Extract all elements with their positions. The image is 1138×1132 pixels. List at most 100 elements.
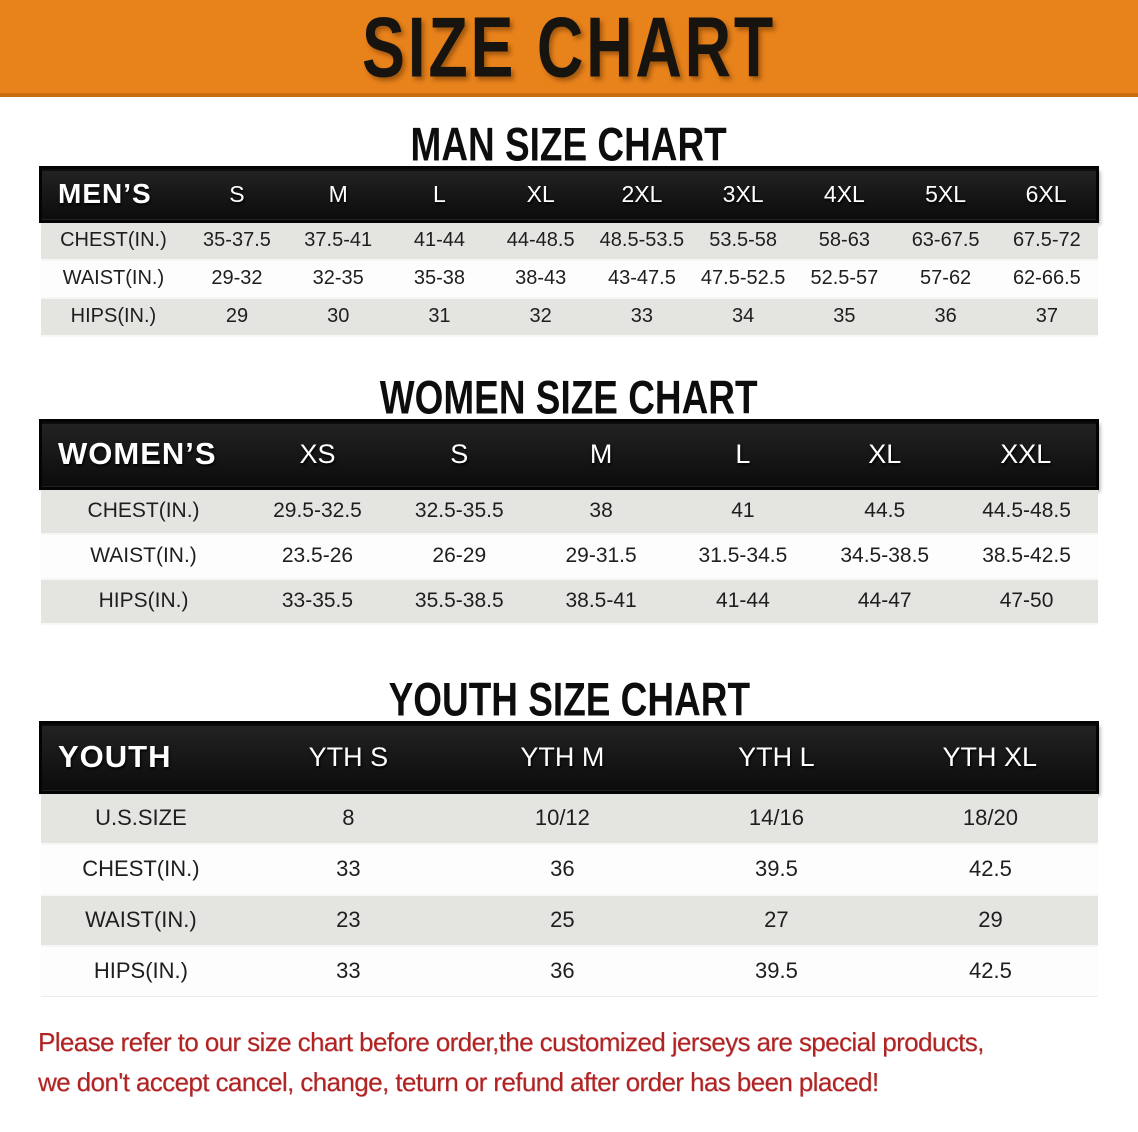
measurement-value: 37: [1035, 305, 1058, 327]
youth-section-heading: YOUTH SIZE CHART: [388, 673, 750, 726]
measurement-value: 42.5: [969, 856, 1012, 881]
table-group-label: WOMEN’S: [58, 436, 217, 471]
measurement-value: 8: [342, 805, 355, 830]
measurement-row: HIPS(IN.) 33 36 39.5 42.5: [40, 946, 1098, 997]
size-column-header: 3XL: [722, 180, 764, 207]
measurement-label: HIPS(IN.): [70, 305, 157, 327]
measurement-value: 47-50: [999, 589, 1054, 612]
measurement-value: 29: [225, 305, 249, 327]
measurement-value: 35-38: [413, 267, 466, 289]
measurement-value: 36: [550, 958, 575, 983]
measurement-label: CHEST(IN.): [82, 856, 200, 881]
measurement-label: HIPS(IN.): [98, 589, 189, 612]
measurement-value: 43-47.5: [607, 267, 676, 289]
size-column-header: XXL: [1000, 438, 1052, 469]
measurement-row: U.S.SIZE 8 10/12 14/16 18/20: [40, 792, 1098, 844]
table-group-label: MEN’S: [58, 178, 152, 209]
measurement-value: 37.5-41: [304, 229, 373, 251]
measurement-value: 10/12: [534, 805, 590, 830]
measurement-value: 31: [428, 305, 451, 327]
size-header-row: WOMEN’S XS S M L XL XXL: [40, 420, 1098, 489]
measurement-value: 29-31.5: [565, 544, 637, 567]
measurement-value: 23: [336, 907, 361, 932]
page-title: SIZE CHART: [362, 0, 776, 95]
measurement-row: HIPS(IN.) 33-35.5 35.5-38.5 38.5-41 41-44 44-…: [40, 579, 1098, 624]
measurement-label: WAIST(IN.): [62, 267, 165, 289]
measurement-value: 26-29: [432, 544, 487, 567]
measurement-value: 33: [336, 958, 361, 983]
measurement-row: CHEST(IN.) 33 36 39.5 42.5: [40, 844, 1098, 895]
measurement-value: 27: [764, 907, 789, 932]
size-column-header: XL: [868, 438, 902, 469]
measurement-value: 38.5-41: [565, 589, 637, 612]
order-disclaimer: Please refer to our size chart before or…: [0, 1022, 1138, 1103]
measurement-row: WAIST(IN.) 29-32 32-35 35-38 38-43 43-47.5 47.…: [40, 260, 1098, 298]
measurement-value: 67.5-72: [1012, 229, 1081, 251]
size-header-row: MEN’S S M L XL 2XL 3XL 4XL 5XL 6XL: [40, 167, 1098, 222]
women-section-heading: WOMEN SIZE CHART: [380, 371, 758, 424]
measurement-value: 41: [731, 499, 755, 522]
measurement-value: 35: [833, 305, 856, 327]
measurement-value: 23.5-26: [281, 544, 354, 567]
measurement-value: 34: [732, 305, 755, 327]
measurement-label: CHEST(IN.): [87, 499, 200, 522]
measurement-value: 39.5: [754, 856, 798, 881]
youth-size-table: YOUTH YTH S YTH M YTH L YTH XL U.S.SIZE 8 10/12…: [39, 721, 1099, 997]
measurement-value: 58-63: [818, 229, 870, 251]
measurement-label: WAIST(IN.): [85, 907, 197, 932]
disclaimer-line-2: we don't accept cancel, change, teturn o…: [38, 1067, 879, 1098]
measurement-value: 35.5-38.5: [414, 589, 504, 612]
size-column-header: L: [433, 180, 446, 207]
size-column-header: YTH L: [738, 741, 815, 772]
measurement-value: 44-48.5: [506, 229, 575, 251]
measurement-value: 30: [327, 305, 350, 327]
measurement-value: 33-35.5: [281, 589, 354, 612]
measurement-value: 44.5: [864, 499, 906, 522]
measurement-value: 33: [630, 305, 654, 327]
men-size-section: MAN SIZE CHART MEN’S S M L XL 2XL 3XL 4XL 5XL 6XL…: [0, 121, 1138, 337]
measurement-value: 53.5-58: [709, 229, 778, 251]
size-column-header: L: [735, 438, 751, 469]
men-size-table: MEN’S S M L XL 2XL 3XL 4XL 5XL 6XL CHEST(IN.) 35-37…: [39, 166, 1099, 337]
measurement-value: 48.5-53.5: [599, 229, 685, 251]
measurement-value: 52.5-57: [810, 267, 879, 289]
measurement-value: 32-35: [312, 267, 364, 289]
measurement-value: 41-44: [413, 229, 466, 251]
measurement-value: 38: [589, 499, 613, 522]
measurement-value: 29-32: [211, 267, 263, 289]
measurement-value: 32: [529, 305, 552, 327]
measurement-value: 47.5-52.5: [700, 267, 786, 289]
measurement-value: 14/16: [748, 805, 804, 830]
measurement-value: 62-66.5: [1012, 267, 1081, 289]
measurement-value: 33: [336, 856, 361, 881]
measurement-value: 29.5-32.5: [273, 499, 362, 522]
measurement-label: U.S.SIZE: [95, 805, 187, 830]
measurement-value: 39.5: [754, 958, 798, 983]
size-column-header: 5XL: [925, 180, 967, 207]
size-column-header: M: [589, 438, 613, 469]
size-column-header: YTH XL: [942, 741, 1037, 772]
measurement-value: 32.5-35.5: [414, 499, 504, 522]
measurement-value: 63-67.5: [911, 229, 980, 251]
size-column-header: XL: [526, 180, 555, 207]
measurement-value: 41-44: [716, 589, 770, 612]
measurement-value: 36: [934, 305, 957, 327]
measurement-row: CHEST(IN.) 29.5-32.5 32.5-35.5 38 41 44.5 44.5…: [40, 488, 1098, 534]
measurement-label: HIPS(IN.): [93, 958, 188, 983]
measurement-row: CHEST(IN.) 35-37.5 37.5-41 41-44 44-48.5 48.5…: [40, 221, 1098, 260]
measurement-row: WAIST(IN.) 23.5-26 26-29 29-31.5 31.5-34.5 34…: [40, 534, 1098, 579]
size-column-header: 2XL: [621, 180, 663, 207]
size-column-header: 6XL: [1025, 180, 1067, 207]
women-size-table: WOMEN’S XS S M L XL XXL CHEST(IN.) 29.5-32.5 32.5…: [39, 419, 1099, 625]
size-column-header: YTH M: [520, 741, 605, 772]
measurement-value: 44.5-48.5: [982, 499, 1071, 522]
measurement-value: 34.5-38.5: [840, 544, 930, 567]
measurement-value: 44-47: [857, 589, 912, 612]
size-column-header: M: [328, 180, 348, 207]
measurement-value: 42.5: [969, 958, 1012, 983]
measurement-value: 36: [550, 856, 575, 881]
measurement-value: 35-37.5: [203, 229, 271, 251]
measurement-value: 18/20: [962, 805, 1018, 830]
measurement-value: 38.5-42.5: [982, 544, 1071, 567]
table-group-label: YOUTH: [58, 739, 172, 774]
